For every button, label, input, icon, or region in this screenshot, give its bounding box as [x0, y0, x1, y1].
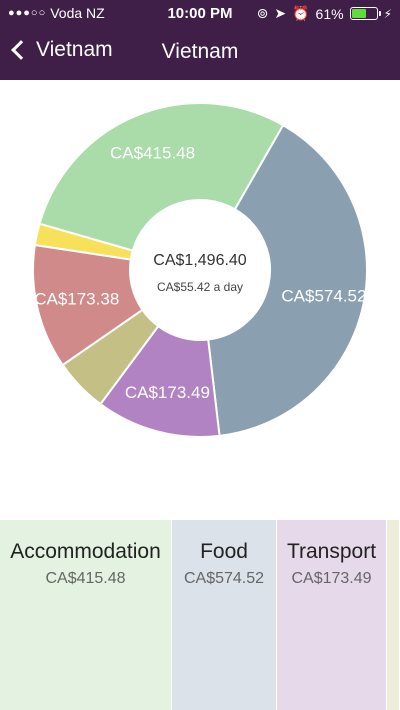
slice-label: CA$173.38	[34, 290, 119, 309]
carrier: ●●●○○ Voda NZ	[8, 5, 105, 21]
category-card-partial[interactable]	[387, 520, 400, 710]
charging-icon: ⚡	[383, 6, 392, 21]
back-button-label: Vietnam	[36, 38, 113, 61]
battery-percent: 61%	[315, 5, 344, 22]
page-title: Vietnam	[161, 40, 239, 63]
donut-hole	[130, 200, 270, 340]
slice-label: CA$173.49	[125, 383, 210, 402]
category-name: Accommodation	[10, 540, 161, 563]
total-amount: CA$1,496.40	[153, 252, 247, 269]
status-right: ⊚ ➤ ⏰ 61% ⚡	[257, 5, 392, 22]
slice-label: CA$415.48	[110, 144, 195, 163]
category-amount: CA$574.52	[183, 570, 265, 587]
rotation-lock-icon: ⊚	[256, 5, 269, 21]
chart-center-summary: CA$1,496.40 CA$55.42 a day	[130, 252, 270, 294]
donut-chart: CA$574.52 CA$173.49 CA$173.38 CA$415.48	[32, 102, 368, 438]
nav-bar: Vietnam Vietnam	[0, 28, 400, 80]
category-card-food[interactable]: Food CA$574.52	[172, 520, 277, 710]
alarm-icon: ⏰	[292, 5, 310, 21]
status-time: 10:00 PM	[167, 5, 233, 22]
category-name: Transport	[286, 540, 377, 563]
donut-chart-area: CA$574.52 CA$173.49 CA$173.38 CA$415.48	[0, 80, 400, 520]
category-cards: Accommodation CA$415.48 Food CA$574.52 T…	[0, 520, 400, 710]
signal-strength-icon: ●●●○○	[8, 7, 47, 19]
status-bar: ●●●○○ Voda NZ 10:00 PM ⊚ ➤ ⏰ 61% ⚡	[0, 0, 400, 28]
category-card-transport[interactable]: Transport CA$173.49	[277, 520, 387, 710]
back-button[interactable]: Vietnam	[8, 38, 113, 62]
daily-amount: CA$55.42 a day	[156, 280, 244, 294]
category-amount: CA$415.48	[45, 570, 126, 587]
slice-label: CA$574.52	[281, 286, 366, 305]
category-amount: CA$173.49	[291, 570, 372, 587]
category-name: Food	[200, 540, 248, 563]
donut-slice[interactable]	[38, 102, 285, 252]
location-icon: ➤	[274, 5, 287, 21]
battery-fill	[351, 9, 366, 18]
category-card-accommodation[interactable]: Accommodation CA$415.48	[0, 520, 172, 710]
battery-icon	[349, 7, 381, 20]
carrier-name: Voda NZ	[50, 5, 105, 21]
